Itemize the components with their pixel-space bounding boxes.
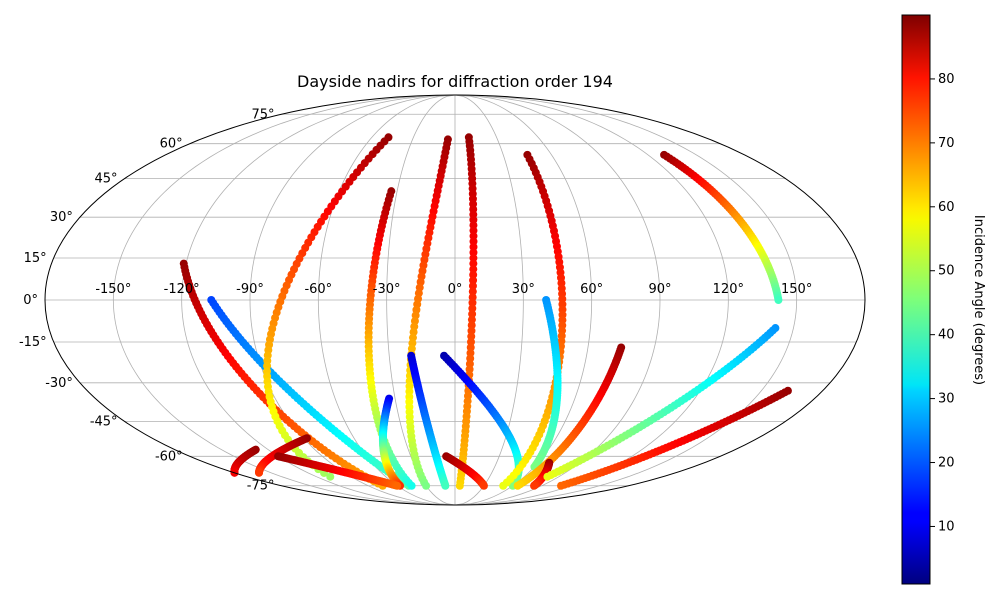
nadir-point [393,481,402,490]
colorbar-label: Incidence Angle (degrees) [971,215,986,385]
latitude-tick-label: 0° [23,293,38,308]
nadir-point [255,468,264,477]
latitude-tick-label: -15° [19,335,47,350]
nadir-point [468,281,477,290]
colorbar-ticks: 10 20 30 40 50 60 70 80 [930,72,955,534]
nadir-point [469,265,478,274]
longitude-tick-label: -150° [95,282,131,297]
latitude-tick-label: 30° [50,210,73,225]
longitude-tick-label: -120° [164,282,200,297]
nadir-point [530,481,539,490]
longitude-tick-label: 120° [713,282,744,297]
nadir-point [469,259,478,268]
nadir-point [468,298,477,307]
longitude-tick-label: 0° [448,282,463,297]
nadir-point [468,310,477,319]
longitude-tick-label: -60° [304,282,332,297]
data-points [179,133,792,490]
longitude-tick-label: 60° [580,282,603,297]
nadir-point [441,481,450,490]
nadir-point [469,276,478,285]
nadir-point [557,481,566,490]
colorbar-tick-label: 30 [938,392,955,407]
colorbar-tick-label: 80 [938,72,955,87]
nadir-point [407,481,416,490]
chart-title: Dayside nadirs for diffraction order 194 [297,72,613,91]
latitude-tick-label: 45° [95,172,118,187]
nadir-point [774,296,783,304]
colorbar-tick-label: 40 [938,328,955,343]
latitude-tick-label: 60° [160,137,183,152]
latitude-tick-label: -45° [90,414,118,429]
nadir-point [479,481,488,490]
nadir-point [513,481,522,490]
nadir-point [422,481,431,490]
longitude-tick-label: 90° [648,282,671,297]
latitude-tick-label: -30° [45,376,73,391]
colorbar-tick-label: 60 [938,200,955,215]
latitude-tick-label: -60° [155,449,183,464]
colorbar-tick-label: 50 [938,264,955,279]
colorbar: 10 20 30 40 50 60 70 80 Incidence Angle (degree… [901,14,986,585]
nadir-point [469,254,478,263]
nadir-point [468,304,477,313]
colorbar-gradient [901,14,931,585]
nadir-point [326,472,335,481]
colorbar-tick-label: 10 [938,519,955,534]
longitude-tick-label: -30° [373,282,401,297]
colorbar-tick-label: 20 [938,456,955,471]
nadir-point [469,242,478,251]
nadir-point [468,287,477,296]
nadir-point [467,315,476,324]
nadir-point [543,472,552,481]
nadir-point [467,321,476,330]
map-outline [44,94,866,506]
latitude-tick-label: 15° [24,251,47,266]
graticule [45,94,865,506]
longitude-tick-label: 150° [781,282,812,297]
mollweide-map: -150° -120° -90° -60° -30° 0° 30° 60° 90° 120° 150… [19,94,866,506]
nadir-point [469,270,478,279]
nadir-point [499,481,508,490]
latitude-tick-label: -75° [247,479,275,494]
nadir-point [469,248,478,257]
longitude-labels: -150° -120° -90° -60° -30° 0° 30° 60° 90° 120° 150… [95,282,812,297]
latitude-tick-label: 75° [251,107,274,122]
colorbar-tick-label: 70 [938,136,955,151]
nadir-point [469,237,478,246]
nadir-point [455,481,464,490]
nadir-point [468,293,477,302]
latitude-labels: 75° 60° 45° 30° 15° 0° -15° -30° -45° -60° -75° [19,107,275,493]
longitude-tick-label: 30° [512,282,535,297]
longitude-tick-label: -90° [236,282,264,297]
